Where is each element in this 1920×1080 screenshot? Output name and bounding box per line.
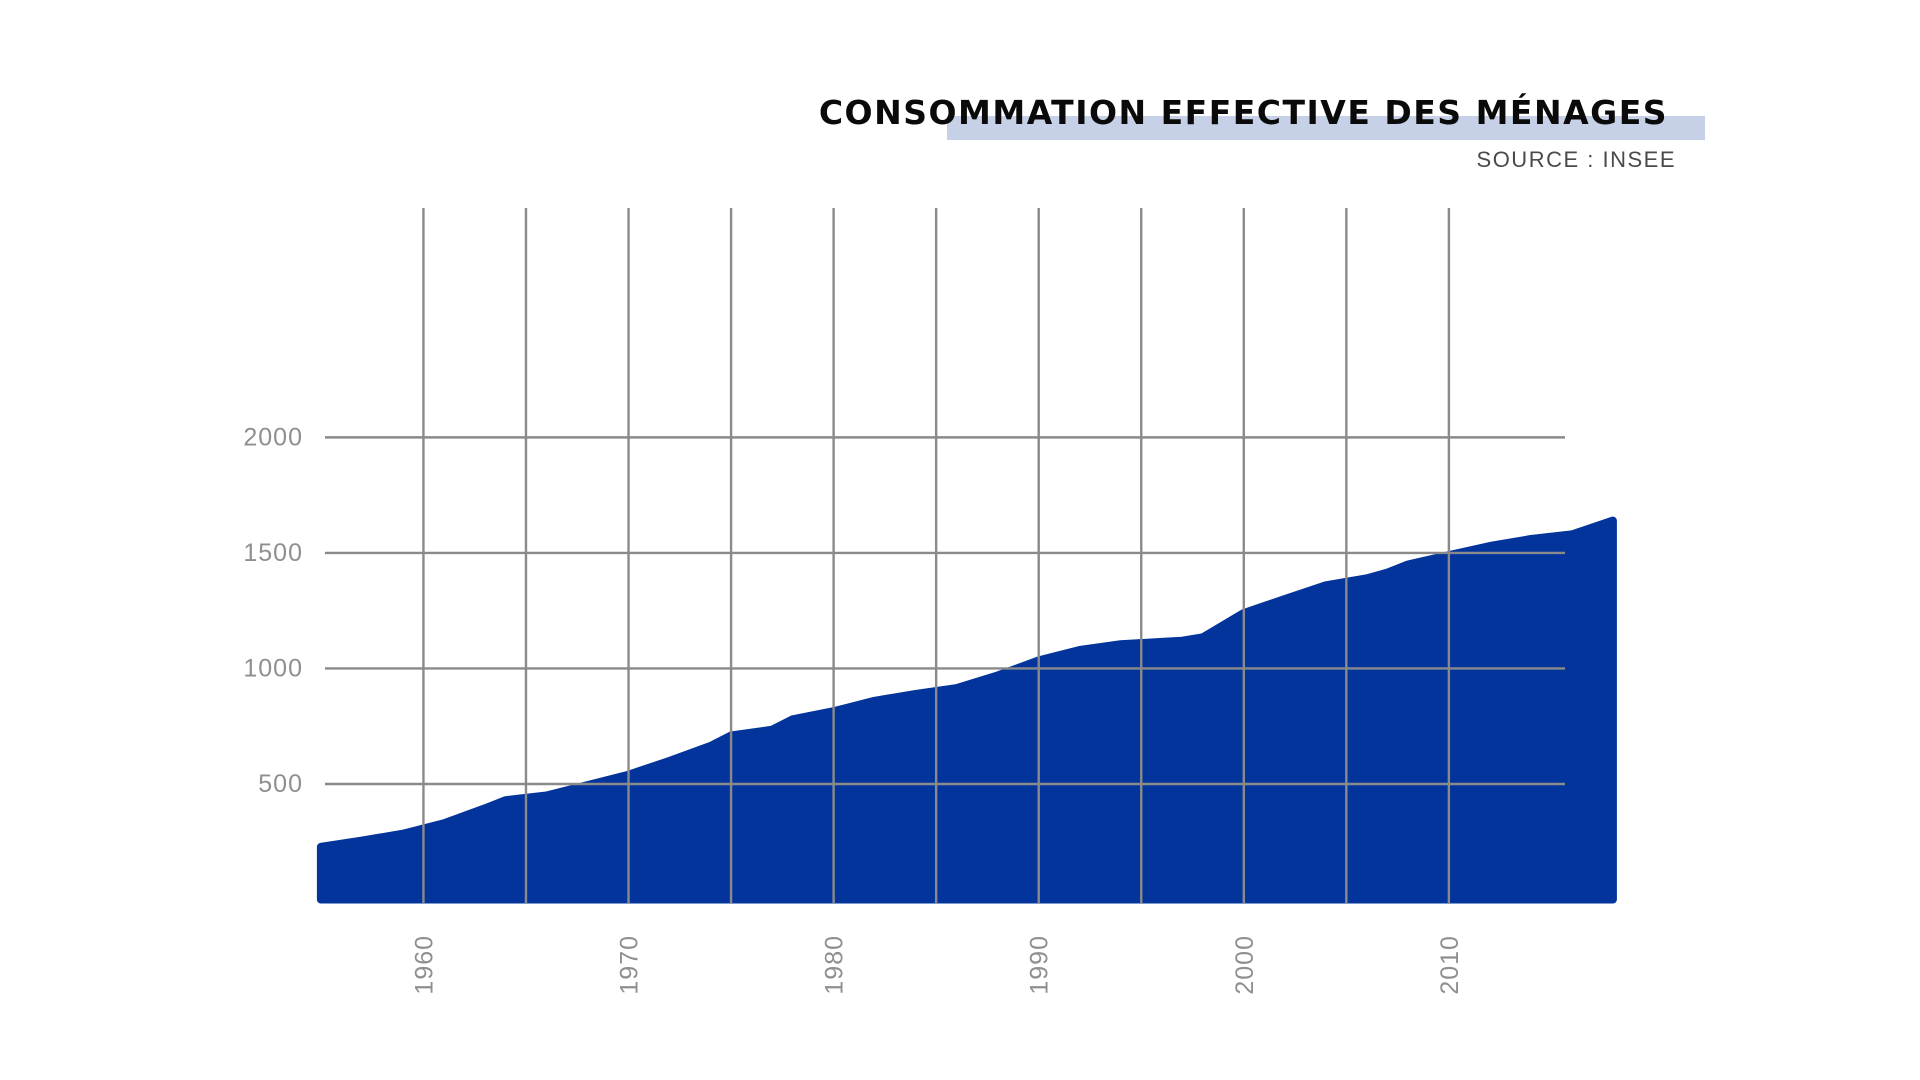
x-tick-label-1990: 1990 [1026, 935, 1054, 995]
x-tick-label-2000: 2000 [1231, 935, 1259, 995]
x-tick-label-2010: 2010 [1436, 935, 1464, 995]
area-series [316, 516, 1617, 904]
grid-layer [325, 208, 1565, 903]
y-tick-label-1000: 1000 [243, 654, 303, 682]
y-tick-label-2000: 2000 [243, 423, 303, 451]
area-layer [316, 516, 1617, 904]
x-tick-label-1970: 1970 [616, 935, 644, 995]
x-tick-label-1960: 1960 [410, 935, 438, 995]
y-tick-label-1500: 1500 [243, 539, 303, 567]
title-highlight-bar [947, 116, 1705, 140]
axis-labels: 500 1000 1500 2000 1960 1970 1980 1990 2000 2010 [243, 423, 1464, 994]
chart-source: SOURCE : INSEE [1476, 147, 1676, 172]
x-tick-label-1980: 1980 [821, 935, 849, 995]
chart-title: CONSOMMATION EFFECTIVE DES MÉNAGES [818, 93, 1668, 132]
y-tick-label-500: 500 [258, 770, 303, 798]
